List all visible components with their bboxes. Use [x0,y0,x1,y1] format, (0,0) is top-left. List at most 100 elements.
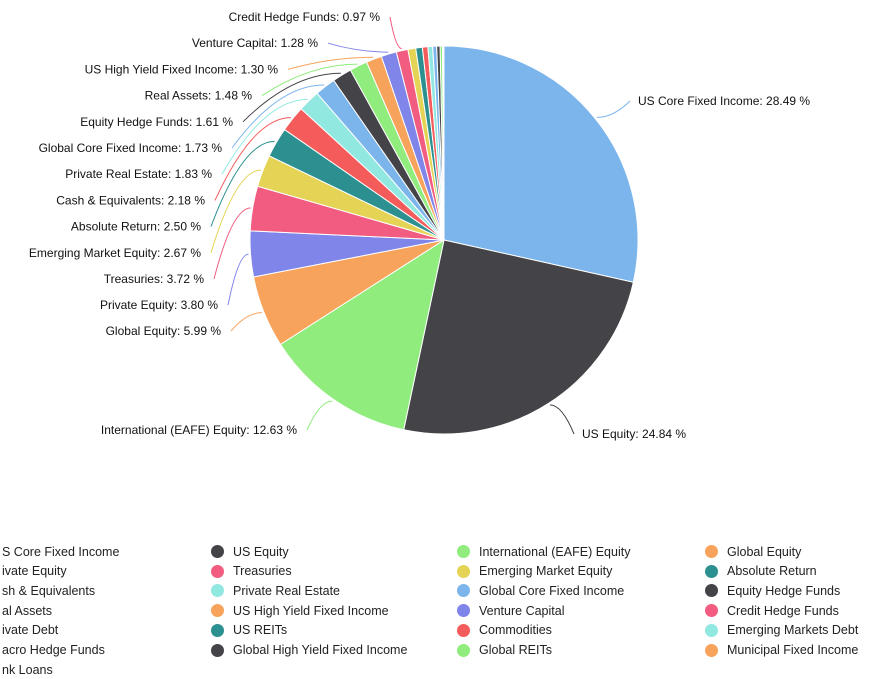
legend-item-ivate-equity[interactable]: ivate Equity [0,562,67,581]
connector-global-equity [230,312,262,332]
legend-item-global-reits[interactable]: Global REITs [457,641,552,660]
data-label-global-core-fixed-income: Global Core Fixed Income: 1.73 % [39,141,223,155]
legend-item-global-equity[interactable]: Global Equity [705,542,801,561]
legend-label: Treasuries [233,564,292,579]
data-label-us-equity: US Equity: 24.84 % [582,427,686,441]
legend-item-venture-capital[interactable]: Venture Capital [457,601,564,620]
pie-slice-international-eafe-equity[interactable] [279,238,445,431]
legend-label: sh & Equivalents [2,583,96,598]
legend-item-commodities[interactable]: Commodities [457,621,552,640]
connector-us-core-fixed-income [596,100,631,118]
data-label-private-real-estate: Private Real Estate: 1.83 % [65,167,212,181]
legend-swatch [457,584,470,598]
legend-swatch [705,623,718,637]
legend-item-us-equity[interactable]: US Equity [211,542,289,561]
legend-label: ivate Equity [2,564,67,579]
connector-private-real-estate [221,98,308,175]
pie-slice-us-equity[interactable] [403,239,634,435]
legend-label: Private Real Estate [233,583,340,598]
legend-swatch [457,623,470,637]
legend-label: International (EAFE) Equity [479,544,631,559]
legend-swatch [457,545,470,558]
legend-item-emerging-markets-debt[interactable]: Emerging Markets Debt [705,621,858,640]
legend-item-municipal-fixed-income[interactable]: Municipal Fixed Income [705,641,858,660]
legend-label: Credit Hedge Funds [727,603,839,618]
legend-swatch [457,564,470,578]
legend-item-us-high-yield-fixed-income[interactable]: US High Yield Fixed Income [211,601,389,620]
connector-cash-equivalents [214,117,291,201]
legend-label: Global REITs [479,643,552,657]
pie-slice-us-core-fixed-income[interactable] [443,45,639,283]
legend-item-nk-loans[interactable]: nk Loans [0,660,53,679]
legend-label: Venture Capital [479,603,565,618]
legend-item-absolute-return[interactable]: Absolute Return [705,562,817,581]
legend-item-acro-hedge-funds[interactable]: acro Hedge Funds [0,641,105,660]
legend-swatch [705,643,718,657]
legend-label: US REITs [233,623,288,638]
legend-label: US High Yield Fixed Income [233,603,389,618]
legend-item-global-high-yield-fixed-income[interactable]: Global High Yield Fixed Income [211,641,407,660]
legend-swatch [211,564,224,578]
legend-item-treasuries[interactable]: Treasuries [211,562,292,581]
legend-label: acro Hedge Funds [2,643,105,657]
legend-swatch [705,604,718,618]
data-label-private-equity: Private Equity: 3.80 % [100,298,218,312]
legend-label: Municipal Fixed Income [727,643,859,657]
connector-lines [210,16,631,435]
legend-swatch [457,604,470,618]
legend-label: al Assets [2,603,53,618]
data-label-absolute-return: Absolute Return: 2.50 % [71,220,201,234]
legend-item-private-real-estate[interactable]: Private Real Estate [211,581,340,600]
legend-item-s-core-fixed-income[interactable]: S Core Fixed Income [0,542,119,561]
legend-swatch [211,643,224,657]
connector-us-high-yield-fixed-income [287,56,374,70]
legend-label: Absolute Return [727,564,817,579]
connector-real-assets [261,63,358,97]
legend-item-international-eafe-equity[interactable]: International (EAFE) Equity [457,542,630,561]
legend-swatch [211,545,224,558]
legend-swatch [211,604,224,618]
pie-chart: US Core Fixed Income: 28.49 % US Equity: … [29,10,810,441]
legend-swatch [457,643,470,657]
chart-legend: S Core Fixed Income US Equity Internationa… [0,542,878,679]
connector-international-eafe-equity [306,400,333,431]
legend-item-credit-hedge-funds[interactable]: Credit Hedge Funds [705,601,839,620]
legend-item-al-assets[interactable]: al Assets [0,601,52,620]
legend-swatch [705,545,718,558]
legend-item-sh-equivalents[interactable]: sh & Equivalents [0,581,95,600]
legend-item-equity-hedge-funds[interactable]: Equity Hedge Funds [705,581,840,600]
data-label-equity-hedge-funds: Equity Hedge Funds: 1.61 % [80,115,233,129]
legend-swatch [705,564,718,578]
data-label-venture-capital: Venture Capital: 1.28 % [192,36,318,50]
legend-label: Emerging Market Equity [479,564,613,579]
connector-us-equity [549,404,575,435]
legend-label: ivate Debt [2,623,59,638]
legend-swatch [705,584,718,598]
connector-emerging-market-equity [210,169,261,253]
connector-treasuries [213,207,251,280]
connector-venture-capital [327,42,389,53]
legend-item-global-core-fixed-income[interactable]: Global Core Fixed Income [457,581,624,600]
legend-swatch [211,584,224,598]
legend-label: Global Equity [727,544,802,559]
legend-item-emerging-market-equity[interactable]: Emerging Market Equity [457,562,612,581]
data-label-global-equity: Global Equity: 5.99 % [106,324,222,338]
legend-item-ivate-debt[interactable]: ivate Debt [0,621,58,640]
data-label-emerging-market-equity: Emerging Market Equity: 2.67 % [29,246,201,260]
legend-label: S Core Fixed Income [2,544,120,559]
data-label-cash-equivalents: Cash & Equivalents: 2.18 % [56,193,205,207]
legend-swatch [211,623,224,637]
connector-absolute-return [210,140,275,227]
data-label-us-core-fixed-income: US Core Fixed Income: 28.49 % [638,94,810,108]
legend-label: Global Core Fixed Income [479,583,625,598]
data-label-international-eafe-equity: International (EAFE) Equity: 12.63 % [101,423,297,437]
legend-label: Emerging Markets Debt [727,623,859,638]
legend-item-us-reits[interactable]: US REITs [211,621,287,640]
legend-label: nk Loans [2,662,53,677]
legend-label: Commodities [479,623,552,638]
connector-credit-hedge-funds [389,16,402,50]
legend-label: US Equity [233,544,289,559]
legend-label: Global High Yield Fixed Income [233,643,408,657]
data-label-real-assets: Real Assets: 1.48 % [145,89,253,103]
data-label-credit-hedge-funds: Credit Hedge Funds: 0.97 % [229,10,381,24]
